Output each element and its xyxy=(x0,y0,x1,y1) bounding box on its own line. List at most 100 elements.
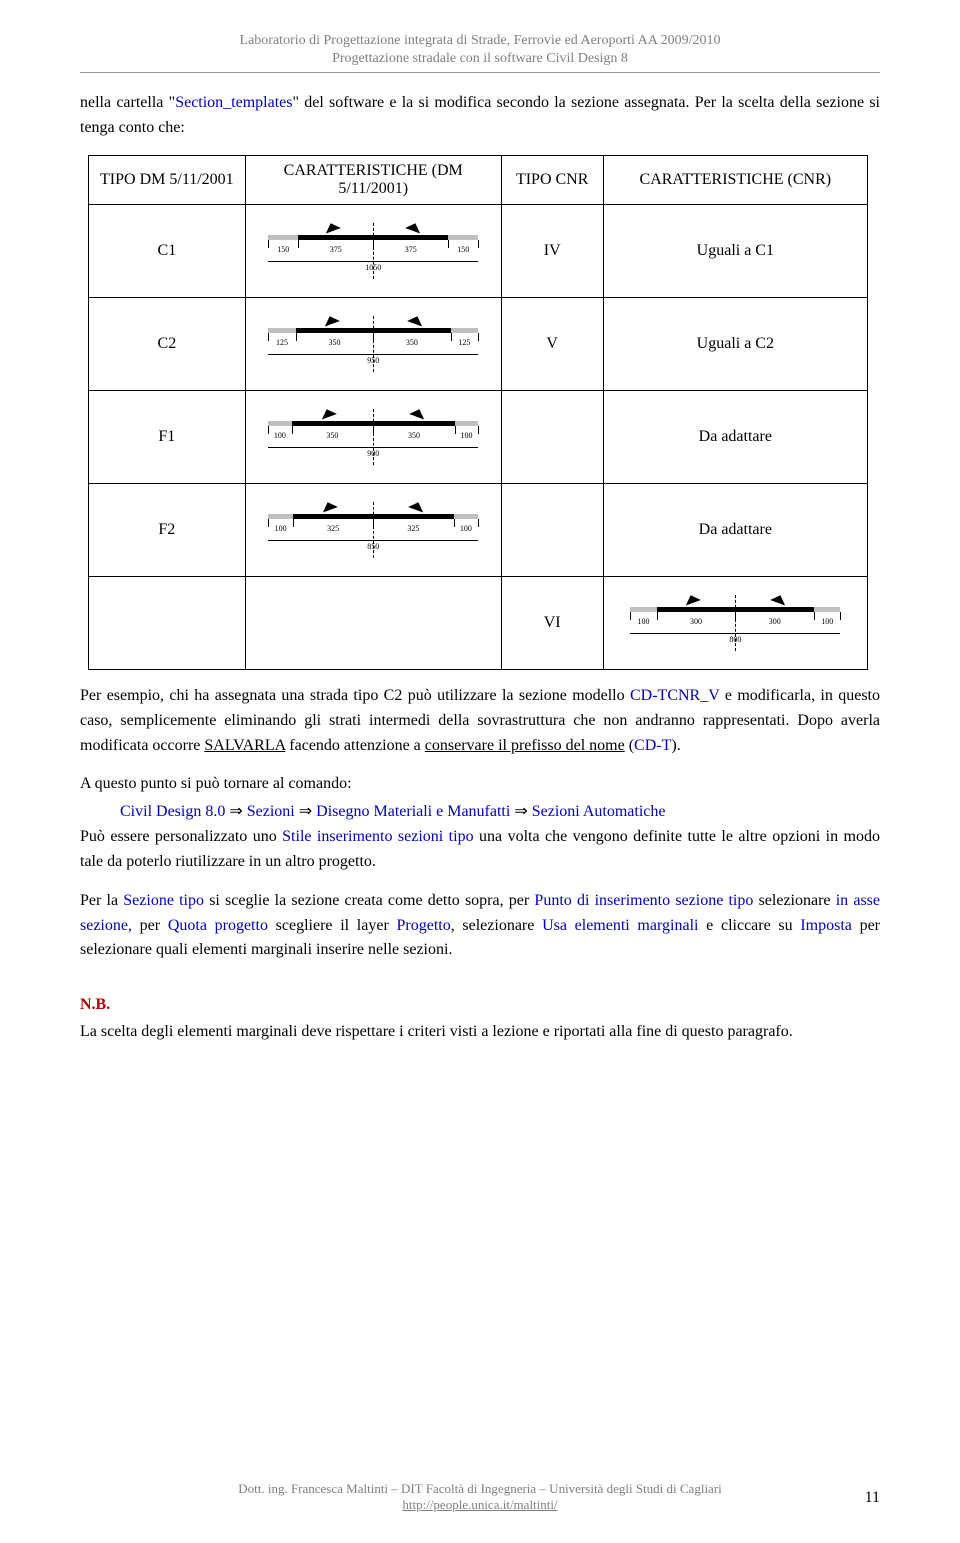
p4b: Sezione tipo xyxy=(123,892,204,909)
segment-label: 150 xyxy=(277,245,289,254)
cross-section-diagram: 100350350100900 xyxy=(268,409,478,465)
cell-tipo-cnr xyxy=(501,390,603,483)
th-ccnr: CARATTERISTICHE (CNR) xyxy=(603,155,867,204)
segment-label: 100 xyxy=(637,617,649,626)
cmd-a: Civil Design 8.0 xyxy=(120,803,225,820)
sections-table: TIPO DM 5/11/2001 CARATTERISTICHE (DM 5/… xyxy=(88,155,868,670)
th-cnr: TIPO CNR xyxy=(501,155,603,204)
total-width-label: 850 xyxy=(268,542,478,551)
p4d: Punto di inserimento sezione tipo xyxy=(534,892,753,909)
segment-label: 325 xyxy=(327,524,339,533)
cell-caratteristiche xyxy=(245,576,501,669)
p4g: per xyxy=(132,917,168,934)
header-line-2: Progettazione stradale con il software C… xyxy=(80,50,880,68)
segment-label: 100 xyxy=(274,431,286,440)
segment-label: 350 xyxy=(329,338,341,347)
segment-label: 150 xyxy=(457,245,469,254)
segment-label: 100 xyxy=(460,524,472,533)
p1-u1: SALVARLA xyxy=(204,737,285,754)
p1a: Per esempio, chi ha assegnata una strada… xyxy=(80,687,630,704)
cell-tipo-cnr: VI xyxy=(501,576,603,669)
page-number: 11 xyxy=(865,1489,880,1507)
p4a: Per la xyxy=(80,892,123,909)
segment-label: 100 xyxy=(461,431,473,440)
segment-label: 125 xyxy=(276,338,288,347)
cmd-d: Sezioni Automatiche xyxy=(532,803,666,820)
table-row: VI 100 300 300 100 800 xyxy=(89,576,868,669)
total-width-label: 950 xyxy=(268,356,478,365)
p4m: e cliccare su xyxy=(698,917,800,934)
cell-caratteristiche: 125350350125950 xyxy=(245,297,501,390)
p3b: Stile inserimento sezioni tipo xyxy=(282,828,473,845)
total-width-label: 900 xyxy=(268,449,478,458)
segment-label: 300 xyxy=(690,617,702,626)
th-tipo: TIPO DM 5/11/2001 xyxy=(89,155,246,204)
p4k: , selezionare xyxy=(451,917,542,934)
p4e: selezionare xyxy=(753,892,835,909)
p1-u2: conservare il prefisso del nome xyxy=(425,737,625,754)
cell-tipo: C2 xyxy=(89,297,246,390)
table-header-row: TIPO DM 5/11/2001 CARATTERISTICHE (DM 5/… xyxy=(89,155,868,204)
cross-section-diagram: 100 325 325 100 850 xyxy=(268,502,478,558)
cell-tipo: C1 xyxy=(89,204,246,297)
segment-label: 300 xyxy=(769,617,781,626)
header-rule xyxy=(80,72,880,73)
arrow-icon: ⇒ xyxy=(514,803,531,820)
body-p1: Per esempio, chi ha assegnata una strada… xyxy=(80,684,880,758)
cross-section-diagram: 125350350125950 xyxy=(268,316,478,372)
cmd-c: Disegno Materiali e Manufatti xyxy=(316,803,510,820)
segment-label: 125 xyxy=(458,338,470,347)
table-row: C11503753751501050IVUguali a C1 xyxy=(89,204,868,297)
cross-section-diagram: 1503753751501050 xyxy=(268,223,478,279)
p1-link1: CD-TCNR_V xyxy=(630,687,720,704)
cell-caratteristiche-cnr: Uguali a C2 xyxy=(603,297,867,390)
p4j: Progetto xyxy=(396,917,450,934)
p1d: ( xyxy=(625,737,634,754)
cell-tipo: F2 xyxy=(89,483,246,576)
nb-text: La scelta degli elementi marginali deve … xyxy=(80,1020,880,1045)
body-p2: A questo punto si può tornare al comando… xyxy=(80,772,880,797)
cell-tipo-cnr: V xyxy=(501,297,603,390)
cmd-b: Sezioni xyxy=(247,803,295,820)
cell-tipo xyxy=(89,576,246,669)
segment-label: 100 xyxy=(275,524,287,533)
segment-label: 375 xyxy=(330,245,342,254)
segment-label: 100 xyxy=(821,617,833,626)
page-header: Laboratorio di Progettazione integrata d… xyxy=(80,32,880,68)
cell-caratteristiche: 100350350100900 xyxy=(245,390,501,483)
intro-text-1: nella cartella " xyxy=(80,94,175,111)
cell-tipo-cnr: IV xyxy=(501,204,603,297)
cell-caratteristiche-cnr: Da adattare xyxy=(603,483,867,576)
total-width-label: 800 xyxy=(630,635,840,644)
p1c: facendo attenzione a xyxy=(285,737,424,754)
table-row: F1100350350100900Da adattare xyxy=(89,390,868,483)
cross-section-diagram: 100 300 300 100 800 xyxy=(630,595,840,651)
nb: N.B. xyxy=(80,996,110,1013)
total-width-label: 1050 xyxy=(268,263,478,272)
cell-tipo-cnr xyxy=(501,483,603,576)
page-footer: Dott. ing. Francesca Maltinti – DIT Faco… xyxy=(80,1481,880,1513)
p4c: si sceglie la sezione creata come detto … xyxy=(204,892,534,909)
intro-para: nella cartella "Section_templates" del s… xyxy=(80,91,880,141)
p4i: scegliere il layer xyxy=(268,917,397,934)
p4n: Imposta xyxy=(800,917,852,934)
th-car: CARATTERISTICHE (DM 5/11/2001) xyxy=(245,155,501,204)
cmd-path: Civil Design 8.0 ⇒ Sezioni ⇒ Disegno Mat… xyxy=(120,801,880,821)
segment-label: 350 xyxy=(408,431,420,440)
cell-caratteristiche: 100 325 325 100 850 xyxy=(245,483,501,576)
arrow-icon: ⇒ xyxy=(229,803,246,820)
cell-caratteristiche-cnr: Da adattare xyxy=(603,390,867,483)
header-line-1: Laboratorio di Progettazione integrata d… xyxy=(80,32,880,50)
table-row: C2125350350125950VUguali a C2 xyxy=(89,297,868,390)
footer-line-1: Dott. ing. Francesca Maltinti – DIT Faco… xyxy=(80,1481,880,1497)
body-p4: Per la Sezione tipo si sceglie la sezion… xyxy=(80,889,880,963)
footer-link: http://people.unica.it/maltinti/ xyxy=(80,1497,880,1513)
body-p3: Può essere personalizzato uno Stile inse… xyxy=(80,825,880,875)
link-section-templates: Section_templates xyxy=(175,94,292,111)
cell-caratteristiche-cnr: 100 300 300 100 800 xyxy=(603,576,867,669)
segment-label: 325 xyxy=(407,524,419,533)
p3a: Può essere personalizzato uno xyxy=(80,828,282,845)
cell-caratteristiche-cnr: Uguali a C1 xyxy=(603,204,867,297)
p4h: Quota progetto xyxy=(168,917,268,934)
nb-label: N.B. xyxy=(80,993,880,1018)
